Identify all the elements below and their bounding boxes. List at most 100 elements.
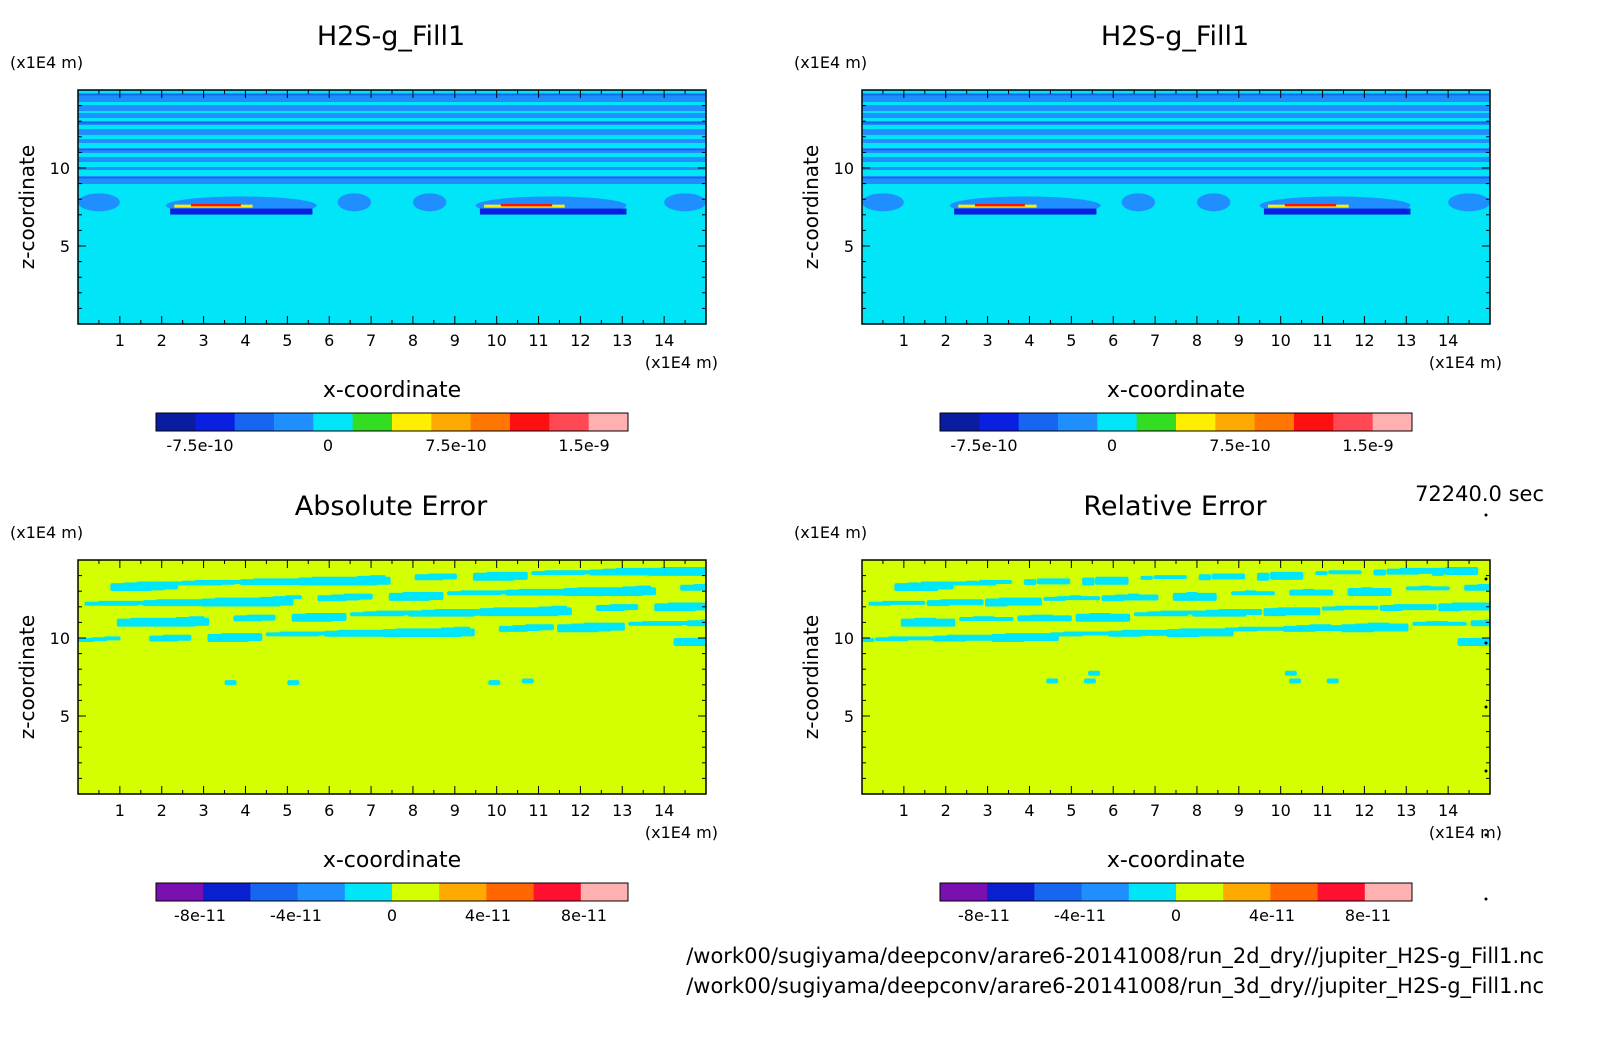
colorbar-segment [1215, 413, 1256, 431]
x-tick-label: 8 [408, 331, 418, 350]
error-patch [1451, 602, 1490, 611]
x-tick-label: 10 [486, 331, 506, 350]
error-patch [1237, 626, 1292, 631]
error-patch [1140, 575, 1153, 580]
x-tick-label: 13 [612, 331, 632, 350]
panel-p3: Absolute Error(x1E4 m)1 2 3 4 5 6 7 8 9 10 11 12 13 1… [10, 491, 718, 925]
colorbar-segment [1034, 883, 1083, 901]
error-patch [304, 613, 347, 622]
error-patch [1030, 614, 1054, 621]
cloud-core [191, 203, 241, 207]
cloud-core [975, 203, 1025, 207]
error-patch [285, 595, 302, 600]
chart-title: H2S-g_Fill1 [317, 21, 465, 52]
error-patch [1302, 588, 1315, 595]
field-band [78, 176, 706, 184]
y-tick-label: 5 [844, 707, 854, 726]
field-band [78, 157, 706, 162]
x-tick-label: 5 [1066, 801, 1076, 820]
colorbar-label: -7.5e-10 [166, 436, 233, 455]
error-patch [1095, 576, 1129, 585]
error-patch [1218, 608, 1263, 615]
x-tick-label: 10 [486, 801, 506, 820]
colorbar-segment [979, 413, 1020, 431]
error-patch [194, 579, 249, 584]
colorbar-segment [533, 883, 582, 901]
x-unit-label: (x1E4 m) [1429, 823, 1502, 842]
colorbar-segment [1270, 883, 1319, 901]
x-tick-label: 3 [199, 331, 209, 350]
colorbar-label: 7.5e-10 [1209, 436, 1270, 455]
file-path-2: /work00/sugiyama/deepconv/arare6-2014100… [686, 974, 1544, 998]
x-tick-label: 3 [983, 331, 993, 350]
error-patch [1418, 585, 1432, 590]
x-tick-label: 7 [366, 331, 376, 350]
y-tick-label: 5 [60, 707, 70, 726]
colorbar-frame [155, 882, 629, 902]
error-patch [401, 592, 444, 601]
error-patch [1284, 670, 1297, 676]
colorbar-frame [939, 412, 1413, 432]
error-patch [213, 597, 294, 606]
colorbar-segment [274, 413, 314, 431]
cloud-layer [664, 193, 706, 212]
x-tick-label: 14 [654, 331, 674, 350]
field-band [862, 93, 1490, 102]
error-patch [946, 634, 1001, 641]
error-patch [965, 580, 979, 585]
error-patch [608, 604, 639, 611]
colorbar-label: -8e-11 [958, 906, 1010, 925]
cloud-core [1263, 208, 1411, 215]
x-tick-label: 6 [1108, 801, 1118, 820]
colorbar-segment [250, 883, 299, 901]
field-band [78, 129, 706, 135]
field-band-dark [78, 149, 706, 151]
error-patch [1366, 622, 1391, 631]
y-axis-label: z-coordinate [15, 615, 39, 739]
x-tick-label: 4 [240, 331, 250, 350]
cloud-core [479, 208, 627, 215]
x-tick-label: 1 [899, 331, 909, 350]
colorbar-segment [352, 413, 393, 431]
margin-dot [1484, 833, 1488, 837]
error-patch [1276, 607, 1321, 616]
x-tick-label: 9 [1234, 801, 1244, 820]
x-tick-label: 6 [1108, 331, 1118, 350]
error-patch [673, 638, 706, 646]
margin-dot [1484, 769, 1488, 773]
x-axis-label: x-coordinate [1107, 848, 1245, 873]
x-tick-label: 13 [1396, 331, 1416, 350]
error-patch [1153, 575, 1187, 580]
error-patch [129, 617, 210, 626]
colorbar-segment [392, 413, 432, 431]
field-band-dark [862, 177, 1490, 179]
colorbar-label: 0 [323, 436, 333, 455]
colorbar-segment [156, 883, 204, 901]
field-band [78, 105, 706, 111]
error-patch [576, 587, 657, 596]
cloud-layer [337, 193, 372, 212]
field-band [78, 139, 706, 143]
error-patch [1425, 621, 1449, 626]
x-tick-label: 12 [570, 331, 590, 350]
error-patch [1088, 670, 1101, 676]
plot-field [862, 560, 1490, 794]
colorbar-label: -4e-11 [270, 906, 322, 925]
error-patch [1083, 678, 1096, 684]
error-patch [641, 621, 696, 626]
x-tick-label: 1 [899, 801, 909, 820]
error-patch [518, 588, 586, 595]
colorbar-label: -8e-11 [174, 906, 226, 925]
error-patch [997, 597, 1042, 606]
x-unit-label: (x1E4 m) [645, 353, 718, 372]
error-patch [920, 581, 954, 590]
error-patch [1211, 573, 1246, 580]
x-tick-label: 8 [1192, 801, 1202, 820]
colorbar-segment [431, 413, 472, 431]
x-axis-label: x-coordinate [323, 378, 461, 403]
colorbar-label: 1.5e-9 [1342, 436, 1393, 455]
field-band-dark [862, 94, 1490, 96]
colorbar-segment [1254, 413, 1295, 431]
error-patch [434, 608, 502, 615]
